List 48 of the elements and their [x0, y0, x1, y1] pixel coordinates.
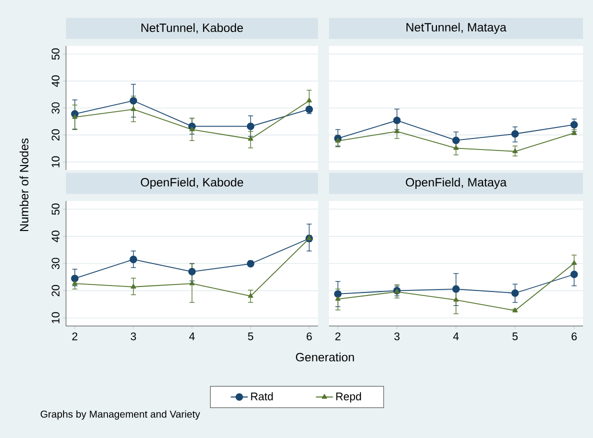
y-tick-label: 20 [52, 129, 60, 141]
y-tick-label: 20 [52, 284, 60, 296]
x-tick-label: 6 [306, 332, 312, 340]
x-tick-label: 2 [335, 332, 340, 340]
chart-title: NetTunnel, Kabode [142, 23, 243, 34]
point [188, 268, 196, 276]
point [570, 270, 578, 278]
point [71, 274, 79, 282]
chart-title: OpenField, Mataya [406, 178, 507, 189]
point [452, 136, 460, 144]
point [72, 280, 78, 286]
y-tick-label: 10 [52, 312, 60, 324]
point [130, 106, 136, 112]
point [130, 256, 138, 264]
x-tick-label: 3 [394, 332, 400, 340]
x-tick-label: 3 [130, 332, 136, 340]
x-tick-label: 5 [512, 332, 518, 340]
x-axis-title: Generation [296, 352, 354, 362]
text: Graphs by Management and Variety [40, 410, 200, 420]
y-axis-title: Number of Nodes [20, 138, 28, 232]
y-tick-label: 50 [52, 48, 60, 60]
point [452, 285, 460, 293]
y-tick-label: 30 [52, 102, 60, 114]
point [189, 126, 195, 132]
y-tick-label: 10 [52, 156, 60, 168]
point [511, 130, 519, 138]
point [72, 114, 78, 119]
point [335, 138, 340, 143]
point [511, 289, 519, 297]
legend-label: Ratd [251, 392, 273, 400]
chart-title: OpenField, Kabode [140, 178, 244, 189]
y-tick-label: 40 [52, 230, 60, 242]
point [130, 284, 136, 289]
legend-label: Repd [336, 392, 361, 403]
chart-title: NetTunnel, Mataya [406, 22, 506, 34]
point [512, 148, 518, 154]
point [335, 296, 340, 301]
x-tick-label: 2 [72, 332, 78, 340]
point [453, 296, 459, 302]
y-tick-label: 40 [52, 75, 60, 87]
point [306, 98, 312, 102]
y-tick-label: 50 [52, 203, 60, 215]
x-tick-label: 5 [248, 332, 254, 340]
x-tick-label: 4 [453, 332, 459, 340]
point [248, 293, 254, 298]
x-tick-label: 6 [572, 332, 577, 340]
y-tick-label: 30 [52, 258, 60, 270]
x-tick-label: 4 [189, 332, 195, 340]
